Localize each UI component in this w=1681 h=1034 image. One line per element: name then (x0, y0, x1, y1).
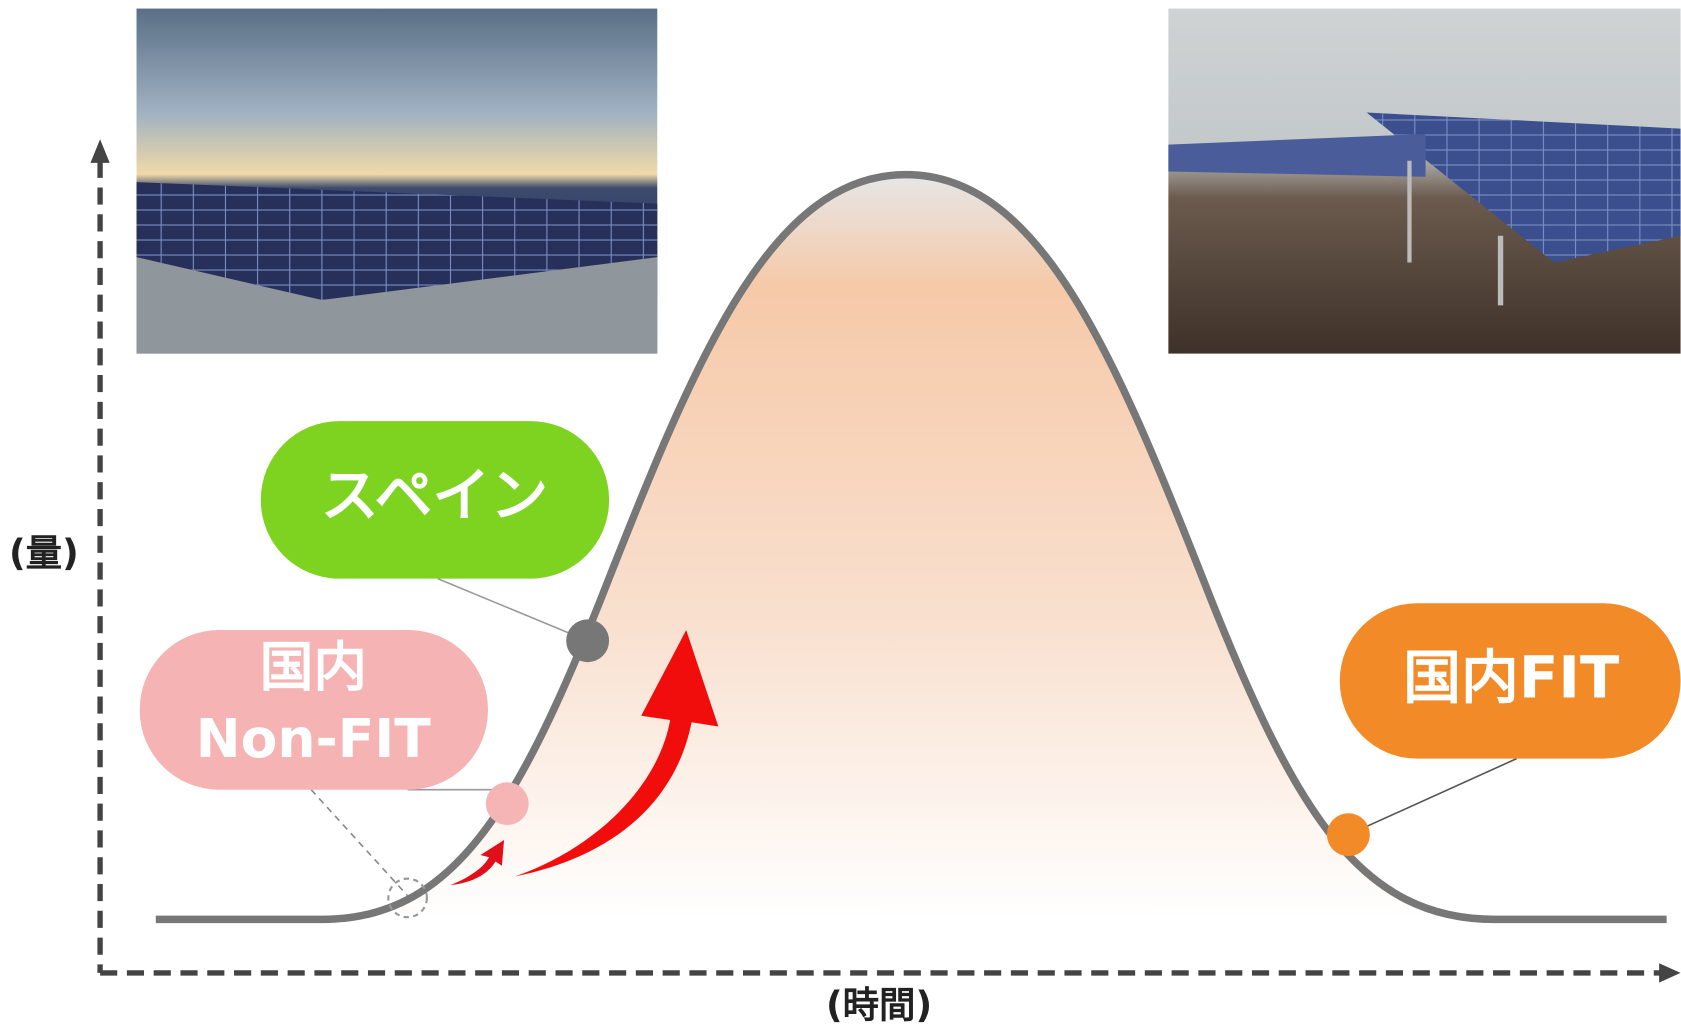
connector (437, 577, 588, 642)
bell-curve (155, 170, 1667, 924)
photo-ground (1168, 8, 1681, 354)
arrow-small (450, 840, 505, 886)
point-non-fit (485, 782, 529, 826)
callout-text: 国内FIT (1403, 644, 1620, 712)
x-label: (時間) (826, 984, 932, 1027)
y-arrow (90, 139, 110, 163)
axes (97, 160, 1667, 976)
x-arrow (1659, 963, 1681, 983)
bell-fill (321, 174, 1496, 920)
photo-rooftop (136, 8, 658, 354)
point-fit (1326, 813, 1370, 857)
callout-non-fit (139, 630, 488, 790)
callout-text: スペイン (321, 461, 548, 529)
callout-spain (260, 421, 610, 579)
arrow-large (514, 630, 719, 877)
callout-text: Non-FIT (196, 707, 432, 770)
callout-fit (1339, 603, 1681, 759)
y-label: (量) (9, 532, 79, 575)
connector (310, 789, 409, 897)
callout-text: 国内 (260, 635, 367, 698)
point-origin (387, 877, 428, 919)
point-spain (566, 619, 610, 663)
connector (1348, 757, 1517, 836)
